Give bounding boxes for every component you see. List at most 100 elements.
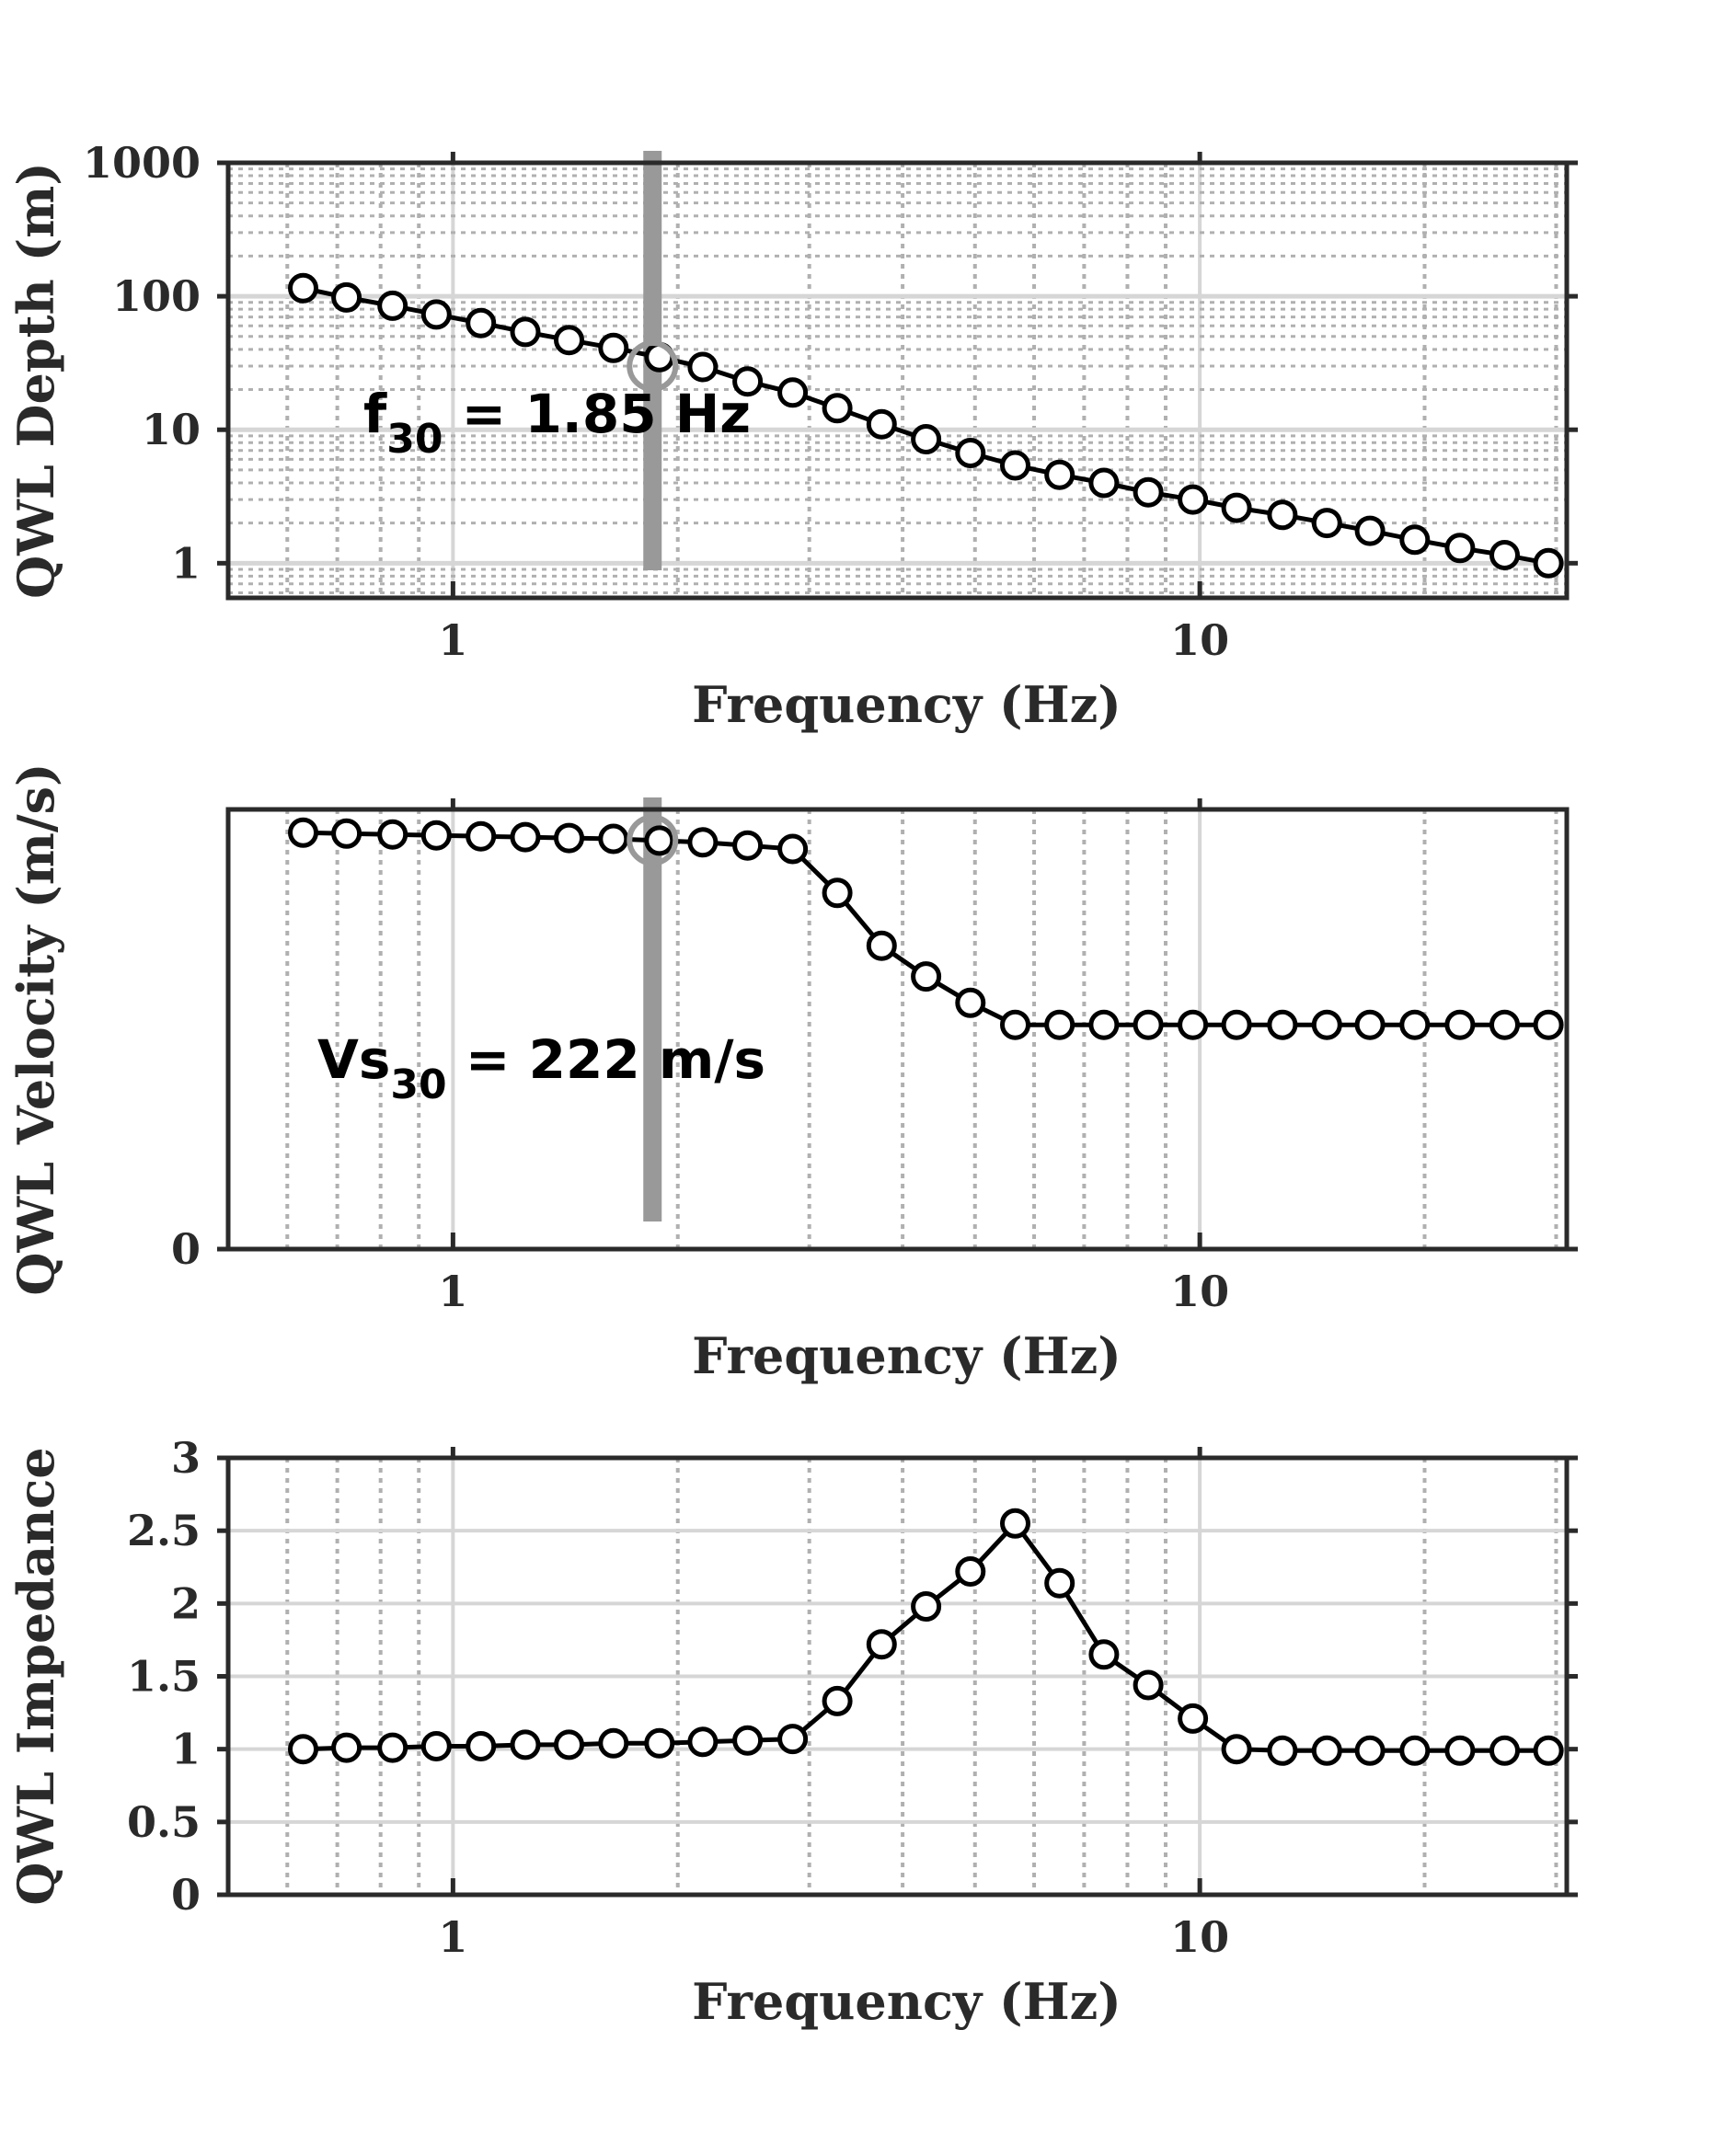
y-axis-label: QWL Depth (m) <box>6 162 65 599</box>
series-line <box>303 830 1549 1027</box>
data-point <box>377 290 408 321</box>
y-tick-label: 0 <box>171 1870 201 1920</box>
data-point <box>1178 484 1209 515</box>
y-tick-label: 1 <box>171 538 201 588</box>
y-tick-label: 2 <box>171 1578 201 1628</box>
data-point <box>1044 459 1075 490</box>
data-point <box>466 820 497 852</box>
data-point <box>1221 1734 1252 1765</box>
data-point <box>955 438 986 468</box>
data-point <box>911 424 942 454</box>
data-point <box>598 1727 629 1759</box>
highlight-marker <box>627 814 679 866</box>
data-point <box>777 1724 809 1755</box>
data-point <box>644 825 675 856</box>
data-point <box>598 332 629 363</box>
data-point <box>1044 1567 1075 1599</box>
data-point <box>1088 1009 1120 1040</box>
data-point <box>1221 1009 1252 1040</box>
data-point <box>1311 1735 1342 1766</box>
data-point <box>1311 508 1342 539</box>
data-point <box>1000 1009 1030 1040</box>
data-point <box>377 819 408 850</box>
data-point <box>1178 1009 1209 1040</box>
y-tick-label: 1.5 <box>127 1652 201 1702</box>
data-point <box>1000 1508 1030 1539</box>
highlight-marker <box>627 339 679 392</box>
data-point <box>1267 1735 1298 1766</box>
data-point <box>1533 547 1564 579</box>
data-point <box>331 818 362 849</box>
data-point <box>687 1726 719 1758</box>
data-point <box>598 823 629 854</box>
data-point <box>510 821 541 853</box>
data-point <box>466 307 497 338</box>
axes-box <box>225 160 1570 601</box>
data-point <box>687 827 719 858</box>
data-point <box>1044 1009 1075 1040</box>
x-tick-label: 10 <box>1170 615 1229 665</box>
x-tick-label: 10 <box>1170 1267 1229 1316</box>
data-point <box>866 930 897 961</box>
x-tick-label: 1 <box>438 1267 467 1316</box>
data-point <box>420 299 452 330</box>
data-point <box>288 817 318 848</box>
data-point <box>1000 450 1030 481</box>
y-tick-label: 3 <box>171 1433 201 1483</box>
data-point <box>420 1731 452 1761</box>
data-point <box>1399 524 1431 556</box>
x-axis-label: Frequency (Hz) <box>692 1972 1121 2031</box>
data-point <box>1444 1735 1476 1766</box>
axes-box <box>225 807 1570 1252</box>
data-point <box>1399 1009 1431 1040</box>
data-point <box>866 1629 897 1660</box>
x-axis-label: Frequency (Hz) <box>692 1326 1121 1385</box>
data-point <box>1133 1009 1164 1040</box>
data-point <box>822 393 853 424</box>
data-point <box>1267 1009 1298 1040</box>
data-point <box>1489 1009 1520 1040</box>
y-tick-label: 0.5 <box>127 1797 201 1847</box>
data-point <box>554 1729 584 1760</box>
data-point <box>288 1734 318 1765</box>
data-point <box>554 822 584 854</box>
data-point <box>1178 1703 1209 1734</box>
data-point <box>510 316 541 348</box>
data-point <box>1088 1639 1120 1670</box>
data-point <box>554 325 584 356</box>
data-point <box>1533 1735 1564 1766</box>
y-tick-label: 100 <box>112 271 201 321</box>
data-point <box>288 272 318 304</box>
data-point <box>732 366 764 397</box>
data-point <box>644 1727 675 1759</box>
x-tick-label: 10 <box>1170 1912 1229 1962</box>
data-point <box>510 1729 541 1760</box>
data-point <box>1489 1735 1520 1766</box>
data-point <box>377 1732 408 1763</box>
y-tick-label: 1000 <box>83 138 201 188</box>
y-tick-label: 2.5 <box>127 1506 201 1555</box>
annotation-text: Vs30 = 222 m/s <box>317 1028 765 1108</box>
data-point <box>1133 1669 1164 1701</box>
data-point <box>1133 476 1164 508</box>
annotation-text: f30 = 1.85 Hz <box>363 383 751 463</box>
data-point <box>687 351 719 383</box>
data-point <box>331 1732 362 1763</box>
chart-panel-3: 1 10 0 0.5 1 1.5 2 2.5 3 Frequency (Hz) QWL Impeda… <box>6 1433 1578 2031</box>
data-point <box>466 1731 497 1761</box>
data-point <box>732 1725 764 1756</box>
data-point <box>866 408 897 440</box>
data-point <box>732 830 764 861</box>
data-point <box>1088 467 1120 499</box>
y-axis-label: QWL Velocity (m/s) <box>6 763 65 1295</box>
data-point <box>1489 540 1520 570</box>
data-point <box>1354 1735 1386 1766</box>
data-point <box>331 281 362 313</box>
data-point <box>1267 499 1298 531</box>
data-point <box>955 1556 986 1587</box>
data-point <box>822 1685 853 1716</box>
data-point <box>777 833 809 865</box>
y-tick-label: 10 <box>142 405 201 454</box>
data-point <box>1221 492 1252 523</box>
data-point <box>911 1591 942 1622</box>
